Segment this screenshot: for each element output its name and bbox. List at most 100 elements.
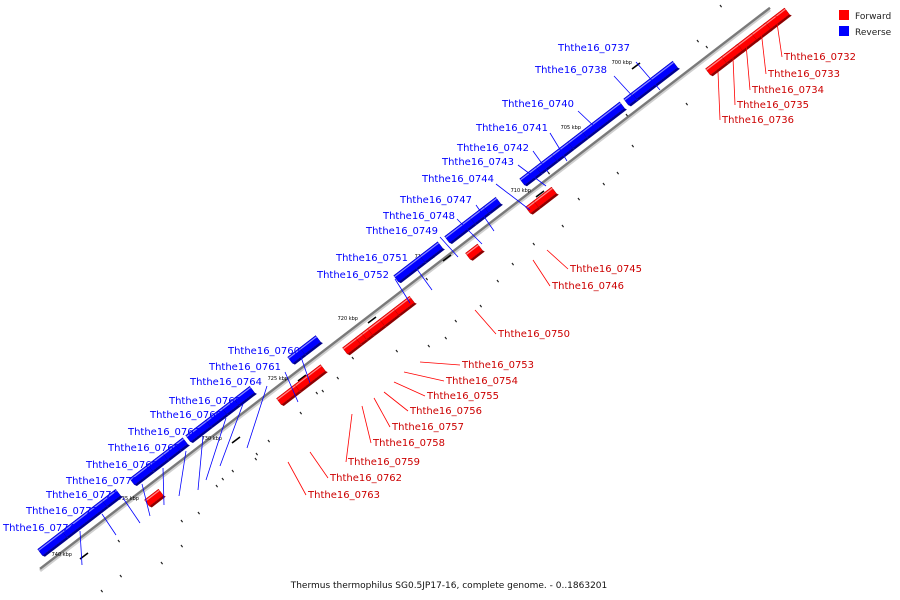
feature-dash <box>180 544 184 548</box>
forward-gene-label[interactable]: Ththe16_0734 <box>751 85 824 96</box>
reverse-gene-label[interactable]: Ththe16_0773 <box>25 506 98 517</box>
gene-Ththe16_0773[interactable] <box>101 488 123 508</box>
feature-dash <box>299 411 303 415</box>
reverse-gene-label[interactable]: Ththe16_0766 <box>149 410 222 421</box>
gene-Ththe16_0762[interactable] <box>294 364 328 393</box>
reverse-leader-line <box>122 497 141 524</box>
gene-Ththe16_0756[interactable] <box>361 328 375 341</box>
scale-tick-mark <box>535 190 545 198</box>
reverse-leader-line <box>549 132 568 162</box>
reverse-leader-line <box>635 61 661 91</box>
forward-gene-label[interactable]: Ththe16_0756 <box>409 406 482 417</box>
feature-dash <box>255 452 259 456</box>
reverse-gene-label[interactable]: Ththe16_0767 <box>127 427 200 438</box>
reverse-gene-label[interactable]: Ththe16_0770 <box>65 476 138 487</box>
forward-gene-label[interactable]: Ththe16_0759 <box>347 457 420 468</box>
gene-Ththe16_0744[interactable] <box>519 166 543 187</box>
reverse-gene-label[interactable]: Ththe16_0748 <box>382 211 455 222</box>
forward-gene-label[interactable]: Ththe16_0733 <box>767 69 840 80</box>
forward-gene-label[interactable]: Ththe16_0732 <box>783 52 856 63</box>
reverse-gene-label[interactable]: Ththe16_0737 <box>557 43 630 54</box>
gene-Ththe16_0750[interactable] <box>465 243 485 261</box>
forward-gene-label[interactable]: Ththe16_0758 <box>372 438 445 449</box>
legend-forward-swatch <box>839 10 849 20</box>
reverse-gene-label[interactable]: Ththe16_0760 <box>227 346 300 357</box>
gene-Ththe16_0737[interactable] <box>631 60 680 101</box>
forward-gene-label[interactable]: Ththe16_0750 <box>497 329 570 340</box>
forward-leader-line <box>532 259 551 287</box>
reverse-gene-label[interactable]: Ththe16_0741 <box>475 123 548 134</box>
feature-dash <box>427 344 431 348</box>
forward-gene-label[interactable]: Ththe16_0755 <box>426 391 499 402</box>
forward-leader-line <box>775 15 783 58</box>
forward-leader-line <box>287 461 307 496</box>
gene-Ththe16_0740[interactable] <box>581 101 627 139</box>
reverse-gene-label[interactable]: Ththe16_0761 <box>208 362 281 373</box>
feature-dash <box>454 319 458 323</box>
gene-Ththe16_0751[interactable] <box>419 241 445 264</box>
reverse-gene-label[interactable]: Ththe16_0738 <box>534 65 607 76</box>
gene-Ththe16_0761[interactable] <box>287 347 307 365</box>
feature-dash <box>231 469 235 473</box>
gene-Ththe16_0769[interactable] <box>162 443 182 461</box>
feature-dash <box>511 262 515 266</box>
forward-gene-label[interactable]: Ththe16_0745 <box>569 264 642 275</box>
gene-Ththe16_0748[interactable] <box>469 206 491 225</box>
gene-features[interactable] <box>37 7 792 557</box>
forward-gene-label[interactable]: Ththe16_0736 <box>721 115 794 126</box>
scale-tick-mark <box>631 62 641 70</box>
reverse-gene-label[interactable]: Ththe16_0769 <box>85 460 158 471</box>
gene-labels[interactable]: Ththe16_0737 Ththe16_0738 Ththe16_0740 Thth… <box>2 43 856 534</box>
reverse-leader-line <box>178 450 187 497</box>
forward-gene-label[interactable]: Ththe16_0762 <box>329 473 402 484</box>
reverse-gene-label[interactable]: Ththe16_0771 <box>45 490 118 501</box>
gene-Ththe16_0746[interactable] <box>525 200 541 215</box>
gene-Ththe16_0736[interactable] <box>705 56 729 77</box>
gene-Ththe16_0758[interactable] <box>342 337 363 356</box>
gene-Ththe16_0754[interactable] <box>379 308 401 327</box>
feature-dash <box>267 439 271 443</box>
reverse-gene-label[interactable]: Ththe16_0765 <box>168 396 241 407</box>
reverse-gene-label[interactable]: Ththe16_0752 <box>316 270 389 281</box>
gene-Ththe16_0767[interactable] <box>185 419 213 444</box>
gene-Ththe16_0771[interactable] <box>129 464 155 487</box>
gene-Ththe16_0734[interactable] <box>735 33 759 54</box>
feature-dash <box>561 224 565 228</box>
feature-dash <box>180 519 184 523</box>
feature-dash <box>221 477 225 481</box>
reverse-gene-label[interactable]: Ththe16_0743 <box>441 157 514 168</box>
forward-gene-label[interactable]: Ththe16_0754 <box>445 376 518 387</box>
gene-Ththe16_0770[interactable] <box>147 452 170 473</box>
scale-tick-mark <box>442 254 452 262</box>
gene-Ththe16_0752[interactable] <box>393 255 427 284</box>
gene-Ththe16_0773-fwd[interactable] <box>144 488 166 508</box>
forward-gene-label[interactable]: Ththe16_0753 <box>461 360 534 371</box>
scale-tick-label: 730 kbp <box>202 436 222 442</box>
reverse-gene-label[interactable]: Ththe16_0751 <box>335 253 408 264</box>
reverse-gene-label[interactable]: Ththe16_0764 <box>189 377 262 388</box>
gene-Ththe16_0775[interactable] <box>37 530 69 557</box>
forward-leader-line <box>383 391 409 412</box>
reverse-gene-label[interactable]: Ththe16_0744 <box>421 174 494 185</box>
reverse-gene-label[interactable]: Ththe16_0747 <box>399 195 472 206</box>
reverse-gene-label[interactable]: Ththe16_0749 <box>365 226 438 237</box>
label-leaders <box>79 15 783 566</box>
reverse-gene-label[interactable]: Ththe16_0768 <box>107 443 180 454</box>
gene-Ththe16_0741[interactable] <box>567 130 589 150</box>
gene-Ththe16_0760[interactable] <box>299 335 323 356</box>
feature-dash <box>117 539 121 543</box>
gene-Ththe16_0738[interactable] <box>623 92 639 107</box>
reverse-gene-label[interactable]: Ththe16_0774 <box>2 523 75 534</box>
reverse-leader-line <box>197 435 204 491</box>
reverse-leader-line <box>101 513 117 536</box>
forward-gene-label[interactable]: Ththe16_0746 <box>551 281 624 292</box>
reverse-gene-label[interactable]: Ththe16_0742 <box>456 143 529 154</box>
feature-dash <box>547 171 551 175</box>
forward-gene-label[interactable]: Ththe16_0757 <box>391 422 464 433</box>
feature-dash <box>215 484 219 488</box>
reverse-gene-label[interactable]: Ththe16_0740 <box>501 99 574 110</box>
forward-gene-label[interactable]: Ththe16_0735 <box>736 100 809 111</box>
gene-Ththe16_0774[interactable] <box>61 499 109 539</box>
scale-tick-mark <box>367 316 377 324</box>
forward-gene-label[interactable]: Ththe16_0763 <box>307 490 380 501</box>
